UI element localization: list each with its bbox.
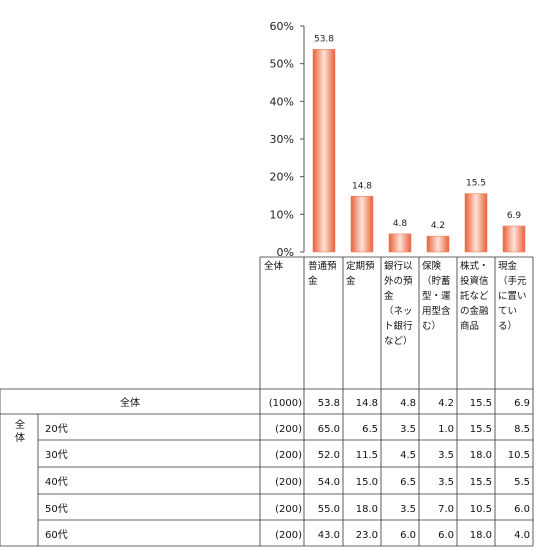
table-cell: 18.0 xyxy=(469,450,492,461)
table-cell: 6.0 xyxy=(400,530,416,541)
y-tick-label: 0% xyxy=(277,246,294,259)
table-cell: 53.8 xyxy=(317,398,340,409)
col-header-stocks: 株式・ 投資信 託など の金融 商品 xyxy=(460,261,489,332)
col-header-all: 全体 xyxy=(264,261,284,272)
table-cell: 18.0 xyxy=(469,530,492,541)
bar xyxy=(502,225,526,253)
table-cell: 52.0 xyxy=(317,450,340,461)
table-cell: 43.0 xyxy=(317,530,340,541)
col-header-futsu: 普通預 金 xyxy=(308,261,337,287)
table-cell: 18.0 xyxy=(355,504,378,515)
row-n: (200) xyxy=(275,504,302,515)
y-tick-label: 60% xyxy=(270,20,294,33)
table-cell: 4.8 xyxy=(400,398,416,409)
group-label-all: 全体 xyxy=(15,420,25,444)
row-label: 50代 xyxy=(45,504,68,515)
table-cell: 3.5 xyxy=(438,477,454,488)
table-cell: 3.5 xyxy=(400,424,416,435)
data-label: 14.8 xyxy=(352,181,372,191)
col-header-teiki: 定期預 金 xyxy=(346,261,375,287)
row-n: (200) xyxy=(275,450,302,461)
table-cell: 3.5 xyxy=(438,450,454,461)
data-label: 15.5 xyxy=(466,179,486,189)
y-tick-label: 10% xyxy=(270,208,294,221)
table-cell: 15.0 xyxy=(355,477,378,488)
table-cell: 6.9 xyxy=(514,398,530,409)
table-cell: 11.5 xyxy=(355,450,378,461)
bar xyxy=(312,49,336,253)
table-cell: 14.8 xyxy=(355,398,378,409)
bar xyxy=(426,235,450,253)
y-tick-label: 50% xyxy=(270,58,294,71)
table-cell: 15.5 xyxy=(469,477,492,488)
table-cell: 15.5 xyxy=(469,424,492,435)
bar xyxy=(388,233,412,253)
data-label: 53.8 xyxy=(314,34,334,44)
table-grid xyxy=(0,256,534,547)
row-label: 30代 xyxy=(45,450,68,461)
table-cell: 1.0 xyxy=(438,424,454,435)
table-cell: 55.0 xyxy=(317,504,340,515)
table-cell: 4.2 xyxy=(438,398,454,409)
row-label: 40代 xyxy=(45,477,68,488)
table-cell: 23.0 xyxy=(355,530,378,541)
table-cell: 54.0 xyxy=(317,477,340,488)
row-n: (200) xyxy=(275,530,302,541)
row-n: (200) xyxy=(275,477,302,488)
col-header-insurance: 保険 （貯蓄 型・運 用型含 む） xyxy=(422,261,451,332)
table-cell: 15.5 xyxy=(469,398,492,409)
data-label: 6.9 xyxy=(507,211,522,221)
table-cell: 65.0 xyxy=(317,424,340,435)
table-cell: 4.0 xyxy=(514,530,530,541)
bar xyxy=(350,195,374,253)
table-cell: 6.0 xyxy=(514,504,530,515)
row-label: 60代 xyxy=(45,530,68,541)
table-cell: 10.5 xyxy=(507,450,530,461)
table-cell: 4.5 xyxy=(400,450,416,461)
table-cell: 6.5 xyxy=(400,477,416,488)
y-tick-label: 40% xyxy=(270,95,294,108)
table-cell: 5.5 xyxy=(514,477,530,488)
bar xyxy=(464,193,488,253)
total-row-label: 全体 xyxy=(120,398,140,409)
y-tick-label: 30% xyxy=(270,133,294,146)
table-cell: 10.5 xyxy=(469,504,492,515)
table-cell: 7.0 xyxy=(438,504,454,515)
bars: 53.8 14.8 4.8 4.2 15.5 6.9 xyxy=(312,34,526,253)
y-tick-label: 20% xyxy=(270,171,294,184)
table-cell: 8.5 xyxy=(514,424,530,435)
col-header-other-bank: 銀行以 外の預 金 （ネッ ト銀行 など） xyxy=(384,261,413,347)
row-n: (1000) xyxy=(268,398,302,409)
data-label: 4.2 xyxy=(431,221,445,231)
data-label: 4.8 xyxy=(393,219,408,229)
table-cell: 3.5 xyxy=(400,504,416,515)
row-label: 20代 xyxy=(45,424,68,435)
table-cell: 6.0 xyxy=(438,530,454,541)
col-header-cash: 現金 （手元 に置い てい る） xyxy=(498,261,527,332)
row-n: (200) xyxy=(275,424,302,435)
y-axis: 60% 50% 40% 30% 20% 10% 0% xyxy=(270,20,305,259)
table-cell: 6.5 xyxy=(362,424,378,435)
